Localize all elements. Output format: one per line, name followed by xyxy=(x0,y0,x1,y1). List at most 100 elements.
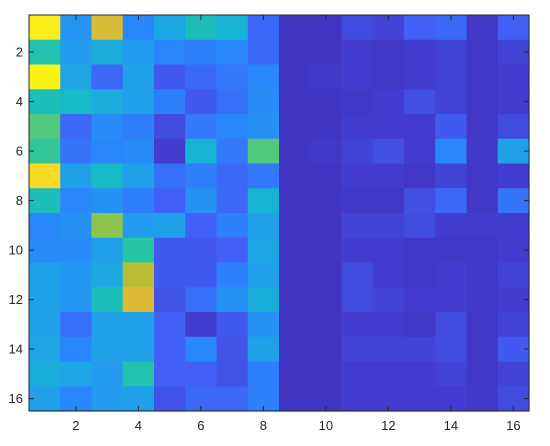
heatmap-cell xyxy=(310,287,343,313)
heatmap-cell xyxy=(29,39,61,66)
heatmap-cell xyxy=(216,138,249,165)
heatmap-cell xyxy=(60,89,93,115)
heatmap-cell xyxy=(91,188,124,214)
heatmap-cell xyxy=(310,361,343,387)
heatmap-cell xyxy=(372,89,405,115)
heatmap-cell xyxy=(466,386,499,412)
heatmap-cell xyxy=(466,336,499,363)
heatmap-cell xyxy=(404,361,436,387)
heatmap-cell xyxy=(435,287,468,313)
heatmap-cell xyxy=(122,188,155,214)
heatmap-cell xyxy=(466,361,499,387)
y-tick-label: 8 xyxy=(16,193,23,208)
heatmap-cell xyxy=(372,163,405,189)
heatmap-cell xyxy=(60,361,93,387)
heatmap-cell xyxy=(279,64,311,90)
heatmap-cell xyxy=(91,64,124,90)
heatmap-cell xyxy=(435,163,468,189)
y-tick-label: 10 xyxy=(9,243,23,258)
heatmap-cell xyxy=(247,361,280,387)
heatmap-cell xyxy=(466,89,499,115)
heatmap-cell xyxy=(497,312,530,338)
heatmap-cell xyxy=(466,188,499,214)
heatmap-cell xyxy=(466,213,499,239)
heatmap-cell xyxy=(247,237,280,264)
heatmap-cell xyxy=(497,163,530,189)
heatmap-cell xyxy=(29,312,61,338)
heatmap-cell xyxy=(247,336,280,363)
heatmap-cell xyxy=(185,287,218,313)
heatmap-cell xyxy=(341,213,374,239)
heatmap-cell xyxy=(216,15,249,41)
heatmap-cell xyxy=(216,361,249,387)
heatmap-cell xyxy=(154,262,186,288)
heatmap-cell xyxy=(466,262,499,288)
heatmap-cell xyxy=(154,64,186,90)
heatmap-cell xyxy=(310,312,343,338)
heatmap-cell xyxy=(91,163,124,189)
heatmap-cell xyxy=(404,188,436,214)
heatmap-cell xyxy=(122,89,155,115)
heatmap-cell xyxy=(341,336,374,363)
heatmap-cell xyxy=(279,89,311,115)
heatmap-cell xyxy=(341,89,374,115)
heatmap-cell xyxy=(29,163,61,189)
heatmap-cell xyxy=(497,213,530,239)
heatmap-cell xyxy=(154,336,186,363)
heatmap-cell xyxy=(310,188,343,214)
heatmap-cell xyxy=(341,237,374,264)
heatmap-cell xyxy=(122,287,155,313)
heatmap-cell xyxy=(435,138,468,165)
heatmap-cell xyxy=(185,89,218,115)
heatmap-cell xyxy=(154,39,186,66)
heatmap-cell xyxy=(29,213,61,239)
heatmap-cell xyxy=(279,312,311,338)
heatmap-cell xyxy=(91,89,124,115)
heatmap-cell xyxy=(122,114,155,140)
heatmap-cell xyxy=(372,114,405,140)
heatmap-cell xyxy=(247,89,280,115)
y-tick-label: 14 xyxy=(9,342,23,357)
heatmap-cell xyxy=(466,163,499,189)
heatmap-cell xyxy=(341,163,374,189)
heatmap-cell xyxy=(404,336,436,363)
heatmap-cell xyxy=(60,336,93,363)
heatmap-cell xyxy=(435,361,468,387)
heatmap-cell xyxy=(122,361,155,387)
heatmap-cell xyxy=(404,262,436,288)
heatmap-cell xyxy=(404,312,436,338)
heatmap-cell xyxy=(341,138,374,165)
heatmap-cell xyxy=(91,213,124,239)
x-tick-label: 12 xyxy=(381,418,395,433)
heatmap-cell xyxy=(279,287,311,313)
heatmap-cell xyxy=(310,336,343,363)
heatmap-cell xyxy=(310,138,343,165)
heatmap-cell xyxy=(310,114,343,140)
heatmap-cell xyxy=(122,163,155,189)
heatmap-cell xyxy=(29,386,61,412)
heatmap-cell xyxy=(247,213,280,239)
x-tick-label: 10 xyxy=(319,418,333,433)
heatmap-cell xyxy=(404,89,436,115)
heatmap-cell xyxy=(310,163,343,189)
heatmap-cell xyxy=(372,138,405,165)
heatmap-cell xyxy=(91,336,124,363)
x-tick-label: 16 xyxy=(506,418,520,433)
heatmap-cell xyxy=(29,64,61,90)
heatmap-cell xyxy=(122,138,155,165)
heatmap-cell xyxy=(60,114,93,140)
heatmap-cell xyxy=(154,114,186,140)
heatmap-cell xyxy=(29,114,61,140)
x-tick-label: 8 xyxy=(260,418,267,433)
heatmap-cell xyxy=(247,138,280,165)
heatmap-cell xyxy=(341,39,374,66)
heatmap-cell xyxy=(279,163,311,189)
heatmap-cell xyxy=(372,336,405,363)
heatmap-cell xyxy=(497,361,530,387)
heatmap-cell xyxy=(279,361,311,387)
heatmap-cell xyxy=(216,188,249,214)
heatmap-cell xyxy=(341,361,374,387)
heatmap-cell xyxy=(60,39,93,66)
heatmap-cell xyxy=(29,89,61,115)
